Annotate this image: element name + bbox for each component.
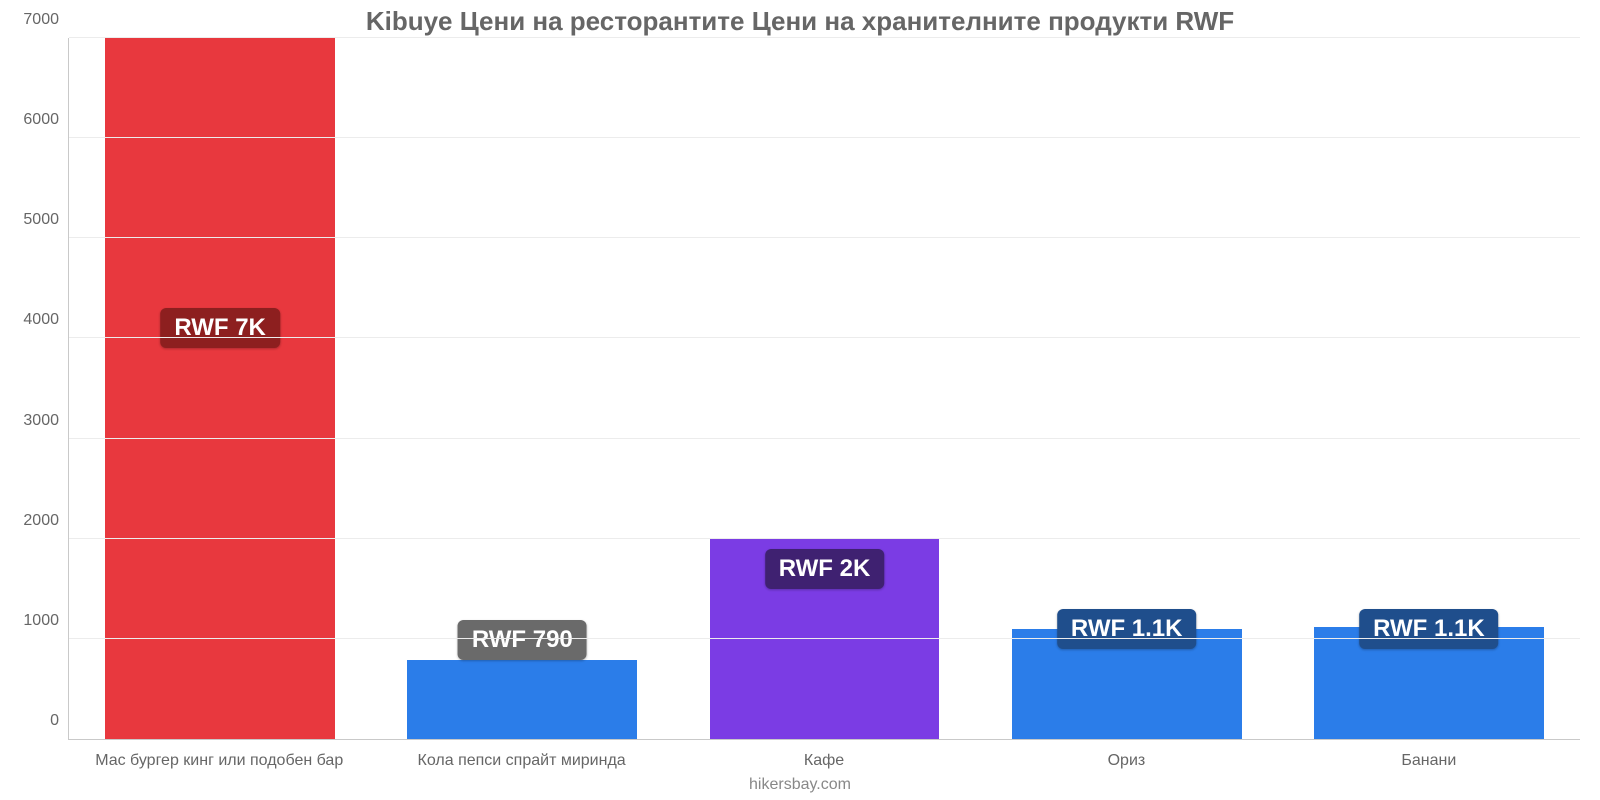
y-tick-label: 6000 xyxy=(23,111,69,129)
y-tick-label: 7000 xyxy=(23,11,69,29)
grid-line xyxy=(69,538,1580,539)
bar-slot: RWF 2K xyxy=(673,38,975,739)
grid-line xyxy=(69,237,1580,238)
value-badge: RWF 790 xyxy=(458,620,587,660)
bar-slot: RWF 7K xyxy=(69,38,371,739)
y-tick-label: 2000 xyxy=(23,512,69,530)
plot-area: RWF 7KRWF 790RWF 2KRWF 1.1KRWF 1.1K 0100… xyxy=(68,38,1580,740)
bar-slot: RWF 790 xyxy=(371,38,673,739)
x-axis-label: Банани xyxy=(1278,752,1580,770)
y-tick-label: 5000 xyxy=(23,211,69,229)
value-badge: RWF 1.1K xyxy=(1057,609,1197,649)
value-badge: RWF 7K xyxy=(160,308,280,348)
bar-slot: RWF 1.1K xyxy=(976,38,1278,739)
x-axis-label: Кафе xyxy=(673,752,975,770)
grid-line xyxy=(69,337,1580,338)
grid-line xyxy=(69,438,1580,439)
grid-line xyxy=(69,137,1580,138)
chart-title: Kibuye Цени на ресторантите Цени на хран… xyxy=(0,0,1600,37)
y-tick-label: 1000 xyxy=(23,612,69,630)
grid-line xyxy=(69,37,1580,38)
y-tick-label: 3000 xyxy=(23,412,69,430)
y-tick-label: 0 xyxy=(50,712,69,730)
x-axis-label: Кола пепси спрайт миринда xyxy=(370,752,672,770)
x-axis-label: Ориз xyxy=(975,752,1277,770)
value-badge: RWF 2K xyxy=(765,549,885,589)
price-bar-chart: Kibuye Цени на ресторантите Цени на хран… xyxy=(0,0,1600,800)
watermark: hikersbay.com xyxy=(0,776,1600,794)
value-badge: RWF 1.1K xyxy=(1359,609,1499,649)
bar xyxy=(105,38,335,739)
bar xyxy=(407,660,637,739)
grid-line xyxy=(69,638,1580,639)
x-axis-labels: Мас бургер кинг или подобен барКола пепс… xyxy=(68,752,1580,770)
bars-container: RWF 7K RWF 790 RWF 2K RWF 1.1K RWF 1.1K xyxy=(69,38,1580,739)
bar-slot: RWF 1.1K xyxy=(1278,38,1580,739)
y-tick-label: 4000 xyxy=(23,311,69,329)
x-axis-label: Мас бургер кинг или подобен бар xyxy=(68,752,370,770)
